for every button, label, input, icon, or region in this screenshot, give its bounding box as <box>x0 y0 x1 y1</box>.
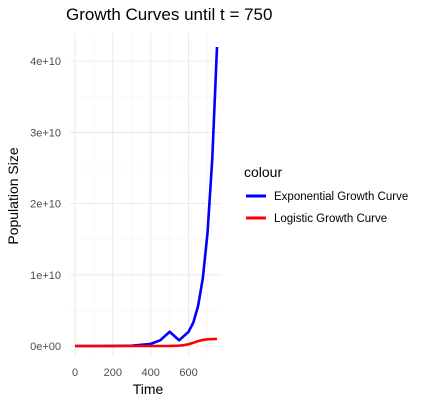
series-lines <box>74 46 219 348</box>
y-axis-ticks: 0e+00 1e+10 2e+10 3e+10 4e+10 <box>30 56 61 353</box>
x-axis-ticks: 0 200 400 600 <box>72 367 198 379</box>
legend: colour Exponential Growth Curve Logistic … <box>244 164 408 225</box>
x-tick-label: 600 <box>179 367 197 379</box>
legend-label: Logistic Growth Curve <box>274 213 387 225</box>
y-axis-title: Population Size <box>5 147 21 245</box>
chart-title: Growth Curves until t = 750 <box>66 5 272 24</box>
x-tick-label: 0 <box>72 367 78 379</box>
x-axis-title: Time <box>133 381 164 397</box>
x-tick-label: 200 <box>104 367 122 379</box>
y-tick-label: 4e+10 <box>30 56 61 68</box>
y-tick-label: 3e+10 <box>30 127 61 139</box>
x-tick-label: 400 <box>142 367 160 379</box>
y-tick-label: 2e+10 <box>30 199 61 211</box>
legend-label: Exponential Growth Curve <box>274 191 408 203</box>
legend-title: colour <box>244 164 282 180</box>
y-tick-label: 0e+00 <box>30 341 61 353</box>
y-tick-label: 1e+10 <box>30 270 61 282</box>
series-line-logistic <box>75 337 218 348</box>
